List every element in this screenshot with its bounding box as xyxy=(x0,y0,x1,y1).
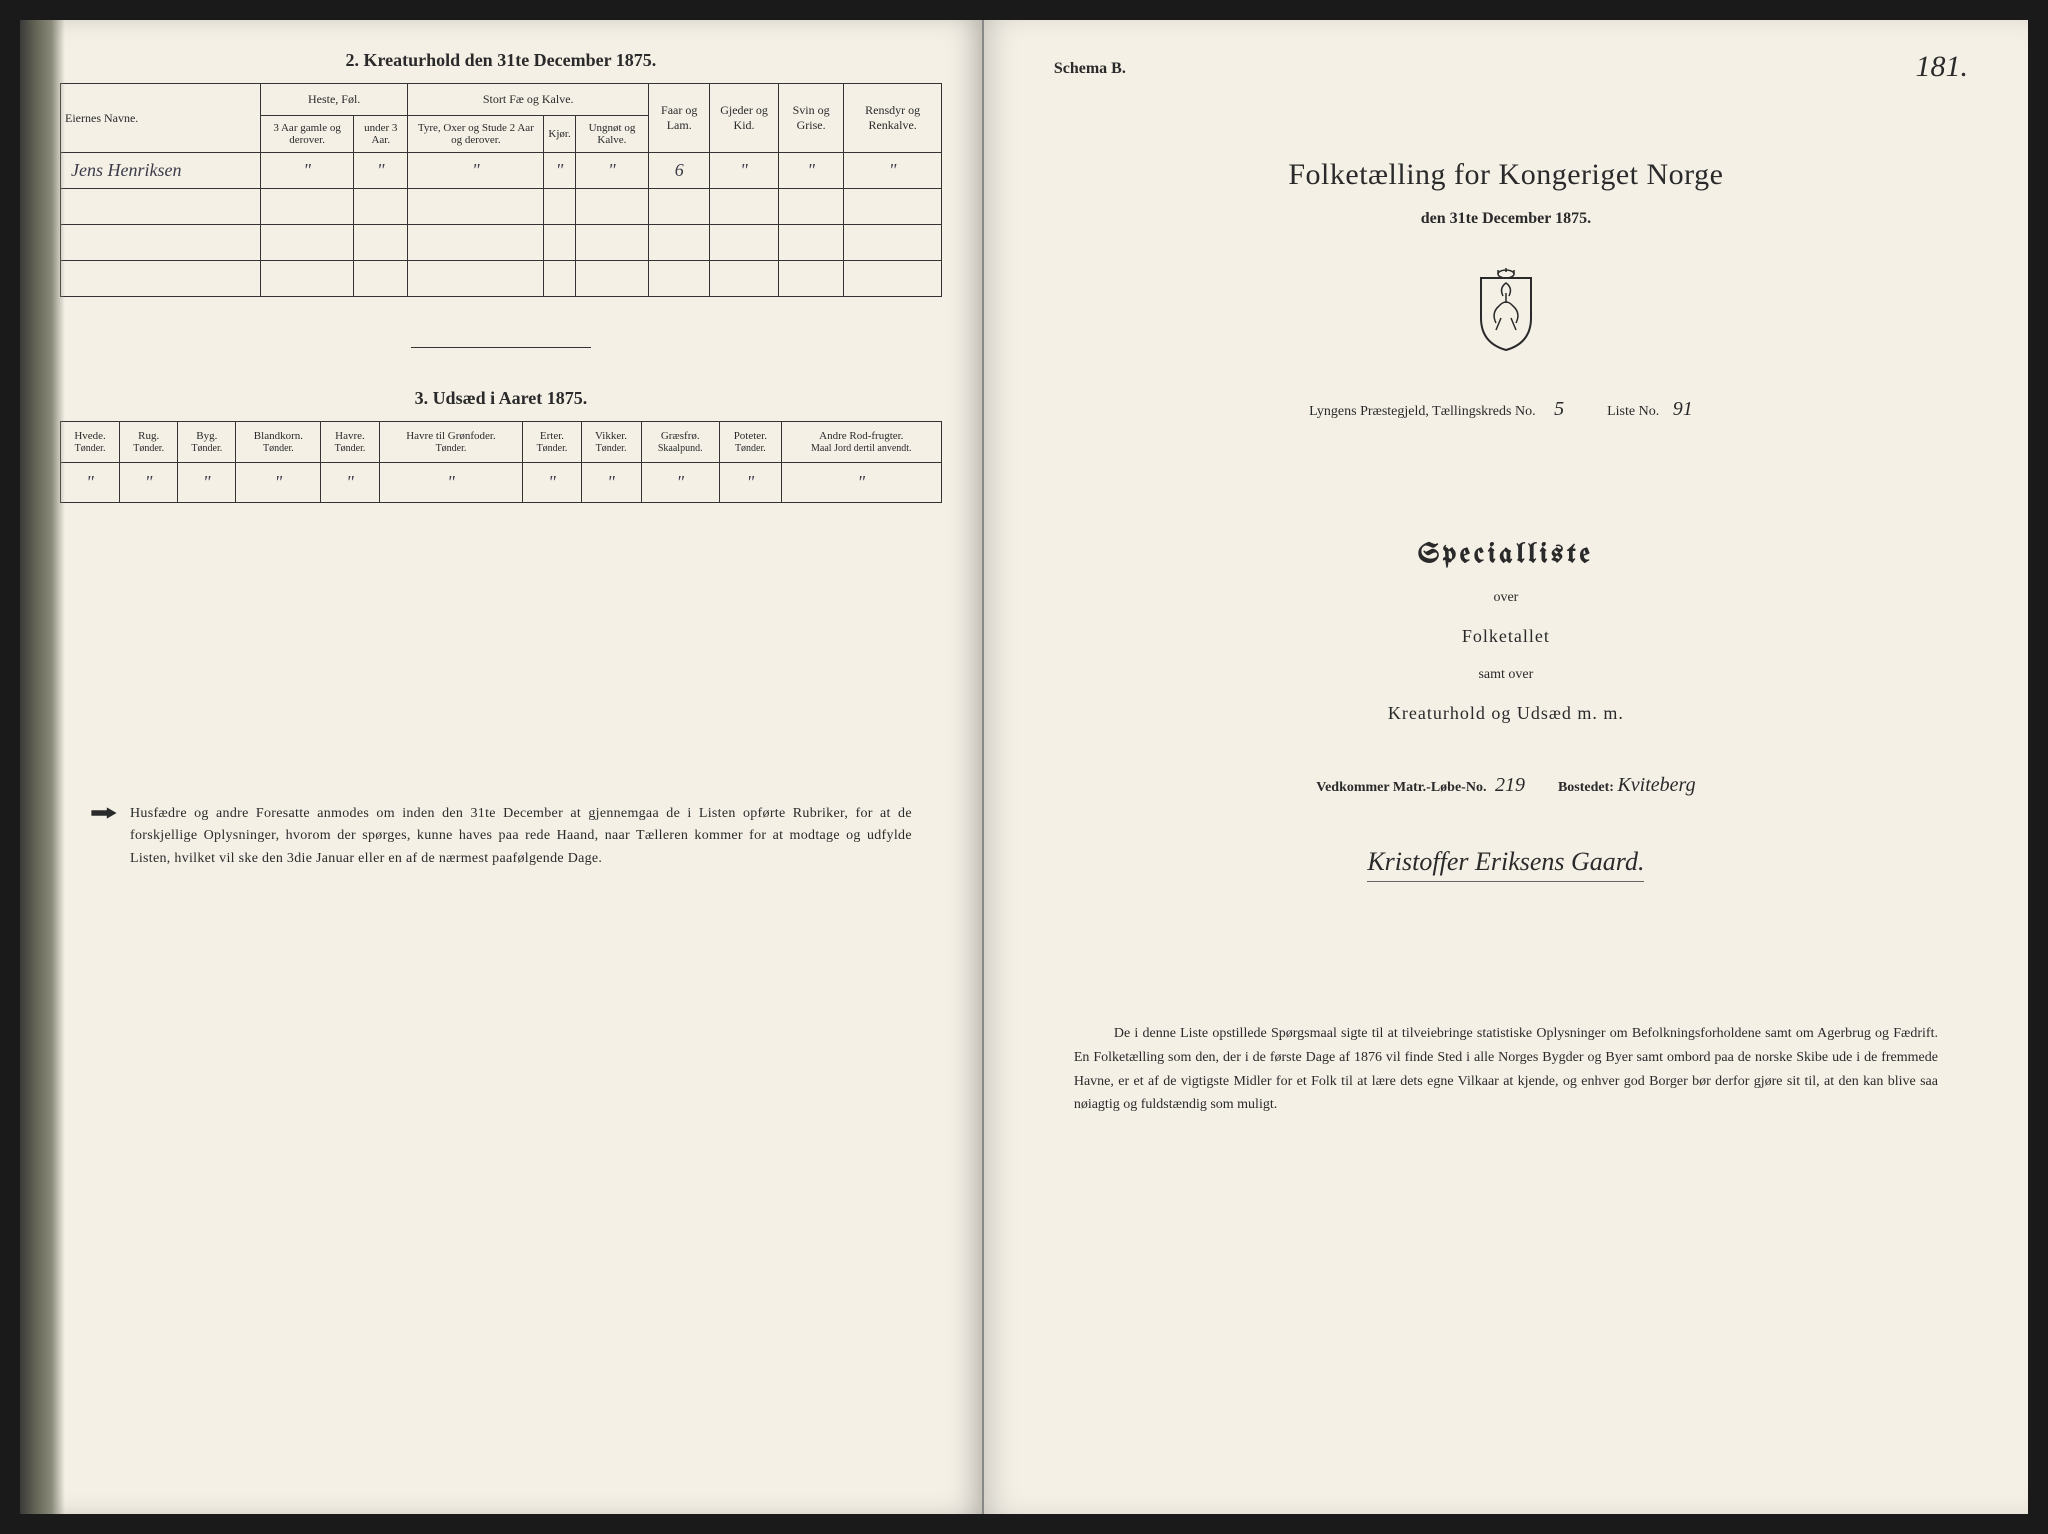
sub-stort2: Kjør. xyxy=(544,116,575,153)
cell: " xyxy=(261,153,354,189)
folketallet-label: Folketallet xyxy=(1054,626,1958,647)
livestock-table: Eiernes Navne. Heste, Føl. Stort Fæ og K… xyxy=(60,83,942,297)
cell: " xyxy=(236,463,321,503)
cell: " xyxy=(354,153,408,189)
section3-title: 3. Udsæd i Aaret 1875. xyxy=(60,388,942,409)
cell: " xyxy=(408,153,544,189)
matr-line: Vedkommer Matr.-Løbe-No. 219 Bostedet: K… xyxy=(1054,774,1958,797)
col-svin: Svin og Grise. xyxy=(778,84,844,153)
col-owner-name: Eiernes Navne. xyxy=(61,84,261,153)
cell: 6 xyxy=(649,153,710,189)
cell: " xyxy=(544,153,575,189)
specialliste-heading: Specialliste xyxy=(1054,541,1958,570)
group-heste: Heste, Føl. xyxy=(261,84,408,116)
col-rensdyr: Rensdyr og Renkalve. xyxy=(844,84,941,153)
over-label: over xyxy=(1054,590,1958,606)
sub-heste2: under 3 Aar. xyxy=(354,116,408,153)
group-stort: Stort Fæ og Kalve. xyxy=(408,84,649,116)
schema-label: Schema B. xyxy=(1054,60,1958,78)
footnote-box: Husfædre og andre Foresatte anmodes om i… xyxy=(60,803,942,870)
cell: " xyxy=(379,463,523,503)
h-graes: Græsfrø.Skaalpund. xyxy=(641,422,719,463)
col-faar: Faar og Lam. xyxy=(649,84,710,153)
h-hvede: Hvede.Tønder. xyxy=(61,422,120,463)
left-page: 2. Kreaturhold den 31te December 1875. E… xyxy=(20,20,984,1514)
kreds-no: 5 xyxy=(1539,398,1579,421)
right-page: Schema B. 181. Folketælling for Kongerig… xyxy=(984,20,2028,1514)
sowing-table: Hvede.Tønder. Rug.Tønder. Byg.Tønder. Bl… xyxy=(60,421,942,503)
kreatur-line: Kreaturhold og Udsæd m. m. xyxy=(1054,703,1958,724)
cell: " xyxy=(844,153,941,189)
divider xyxy=(411,347,591,348)
section2-title: 2. Kreaturhold den 31te December 1875. xyxy=(60,50,942,71)
h-erter: Erter.Tønder. xyxy=(523,422,581,463)
bottom-paragraph: De i denne Liste opstillede Spørgsmaal s… xyxy=(1054,1022,1958,1117)
h-rug: Rug.Tønder. xyxy=(120,422,178,463)
liste-no: 91 xyxy=(1663,398,1703,421)
cell: " xyxy=(120,463,178,503)
cell: " xyxy=(581,463,641,503)
h-byg: Byg.Tønder. xyxy=(178,422,236,463)
h-havre: Havre.Tønder. xyxy=(321,422,379,463)
h-bland: Blandkorn.Tønder. xyxy=(236,422,321,463)
parish-name: Lyngens xyxy=(1309,404,1356,419)
cell: " xyxy=(778,153,844,189)
footnote-text: Husfædre og andre Foresatte anmodes om i… xyxy=(130,803,912,870)
h-havregr: Havre til Grønfoder.Tønder. xyxy=(379,422,523,463)
main-title: Folketælling for Kongeriget Norge xyxy=(1054,158,1958,192)
samt-over-label: samt over xyxy=(1054,667,1958,683)
cell: " xyxy=(523,463,581,503)
matr-no: 219 xyxy=(1490,774,1530,797)
coat-of-arms-icon xyxy=(1054,268,1958,358)
pointing-hand-icon xyxy=(90,803,118,870)
book-spine xyxy=(20,20,65,1514)
cell: " xyxy=(321,463,379,503)
cell: " xyxy=(61,463,120,503)
cell: " xyxy=(781,463,941,503)
h-poteter: Poteter.Tønder. xyxy=(719,422,781,463)
book-spread: 2. Kreaturhold den 31te December 1875. E… xyxy=(20,20,2028,1514)
sub-heste1: 3 Aar gamle og derover. xyxy=(261,116,354,153)
sub-stort1: Tyre, Oxer og Stude 2 Aar og derover. xyxy=(408,116,544,153)
h-andre: Andre Rod-frugter.Maal Jord dertil anven… xyxy=(781,422,941,463)
sub-stort3: Ungnøt og Kalve. xyxy=(575,116,648,153)
h-vikker: Vikker.Tønder. xyxy=(581,422,641,463)
cell: " xyxy=(719,463,781,503)
cell: " xyxy=(641,463,719,503)
bostedet-value: Kviteberg xyxy=(1617,774,1695,797)
parish-line: Lyngens Præstegjeld, Tællingskreds No. 5… xyxy=(1054,398,1958,421)
signature: Kristoffer Eriksens Gaard. xyxy=(1367,847,1644,882)
col-gjeder: Gjeder og Kid. xyxy=(710,84,779,153)
page-number: 181. xyxy=(1915,50,1968,84)
date-line: den 31te December 1875. xyxy=(1054,210,1958,228)
owner-name-1: Jens Henriksen xyxy=(61,153,261,189)
cell: " xyxy=(575,153,648,189)
cell: " xyxy=(710,153,779,189)
cell: " xyxy=(178,463,236,503)
